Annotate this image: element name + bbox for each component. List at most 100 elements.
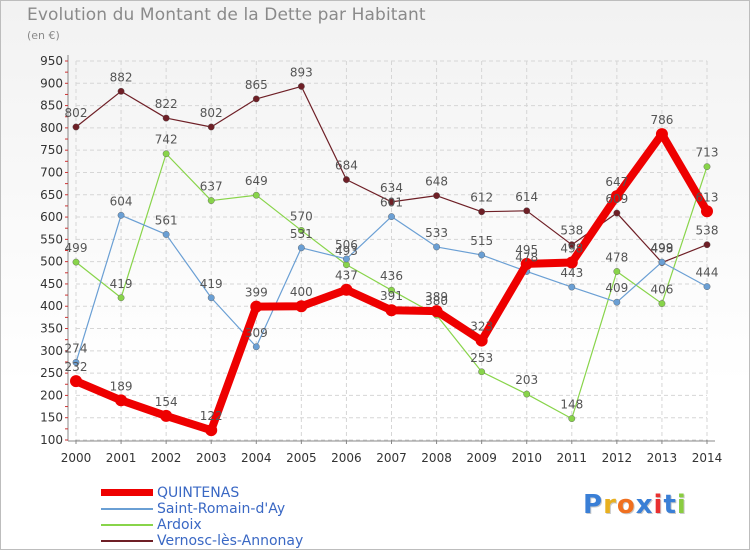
- axes: 100 150 200 250 300 350 400 450 500 550 600 650 700 7…: [40, 54, 722, 465]
- legend-swatch: [101, 540, 153, 542]
- data-point: [655, 128, 668, 141]
- data-label: 409: [605, 281, 628, 295]
- legend-swatch: [101, 508, 153, 510]
- data-label: 444: [696, 266, 719, 280]
- data-point: [703, 241, 711, 249]
- data-point: [252, 95, 260, 103]
- data-label: 609: [605, 192, 628, 206]
- data-label: 647: [605, 175, 628, 189]
- y-tick-label: 800: [40, 121, 63, 135]
- series-group: [70, 83, 713, 437]
- y-tick-label: 900: [40, 76, 63, 90]
- data-label: 309: [245, 326, 268, 340]
- legend-swatch: [101, 489, 153, 496]
- y-tick-label: 200: [40, 388, 63, 402]
- data-label: 232: [65, 360, 88, 374]
- data-label: 612: [470, 191, 493, 205]
- data-label: 499: [65, 241, 88, 255]
- y-tick-label: 150: [40, 411, 63, 425]
- data-point: [207, 294, 215, 302]
- data-label: 601: [380, 196, 403, 210]
- legend-label: Saint-Romain-d'Ay: [157, 501, 286, 517]
- data-label: 882: [110, 70, 133, 84]
- y-tick-label: 750: [40, 143, 63, 157]
- data-point: [343, 255, 350, 263]
- x-tick-label: 2009: [466, 451, 497, 465]
- data-point: [658, 258, 666, 266]
- data-label: 323: [470, 320, 493, 334]
- data-point: [250, 300, 263, 313]
- data-label: 419: [200, 277, 223, 291]
- data-point: [70, 375, 82, 388]
- y-tick-label: 350: [40, 322, 63, 336]
- data-point: [72, 359, 80, 366]
- data-point: [475, 334, 488, 347]
- data-point: [295, 300, 308, 313]
- data-label: 742: [155, 133, 178, 147]
- data-point: [160, 409, 173, 422]
- y-tick-label: 700: [40, 165, 63, 179]
- data-point: [610, 190, 623, 203]
- data-point: [252, 343, 260, 351]
- data-point: [433, 192, 440, 200]
- data-point: [252, 191, 260, 199]
- data-point: [388, 198, 395, 206]
- logo-letter: i: [653, 490, 664, 520]
- x-tick-label: 2000: [61, 451, 92, 465]
- data-point: [613, 268, 621, 275]
- data-label: 634: [380, 181, 403, 195]
- data-point: [430, 305, 443, 318]
- data-label: 400: [290, 285, 313, 299]
- data-label: 436: [380, 269, 403, 283]
- data-point: [162, 150, 170, 158]
- data-label: 493: [335, 244, 358, 258]
- data-label: 684: [335, 159, 358, 173]
- proxiti-logo: Proxiti: [583, 490, 687, 520]
- data-label: 865: [245, 78, 268, 92]
- data-label: 802: [200, 106, 223, 120]
- data-point: [117, 294, 125, 302]
- data-point: [433, 243, 440, 251]
- logo-letter: t: [663, 490, 677, 520]
- data-point: [478, 368, 486, 376]
- data-label: 893: [290, 65, 313, 79]
- x-tick-label: 2003: [196, 451, 227, 465]
- data-label: 419: [110, 277, 133, 291]
- data-point: [703, 283, 711, 291]
- data-point: [613, 298, 621, 306]
- data-point: [568, 241, 576, 249]
- data-point: [117, 211, 125, 219]
- data-point: [388, 286, 395, 294]
- data-label: 614: [515, 190, 538, 204]
- y-tick-label: 250: [40, 366, 63, 380]
- y-tick-label: 500: [40, 255, 63, 269]
- x-tick-label: 2010: [511, 451, 542, 465]
- data-label: 613: [696, 190, 719, 204]
- data-label: 380: [425, 294, 448, 308]
- x-tick-label: 2014: [692, 451, 723, 465]
- y-tick-label: 650: [40, 188, 63, 202]
- logo-letter: o: [616, 490, 636, 520]
- x-tick-label: 2002: [151, 451, 182, 465]
- data-label: 515: [470, 234, 493, 248]
- data-point: [297, 244, 305, 252]
- data-label: 437: [335, 269, 358, 283]
- data-label: 478: [605, 250, 628, 264]
- data-point: [207, 123, 215, 131]
- data-point: [613, 209, 621, 217]
- y-tick-label: 950: [40, 54, 63, 68]
- data-point: [297, 83, 305, 90]
- data-label: 604: [110, 194, 133, 208]
- y-tick-label: 450: [40, 277, 63, 291]
- data-label: 274: [65, 341, 88, 355]
- data-label: 189: [110, 379, 133, 393]
- data-label: 122: [200, 409, 223, 423]
- data-point: [117, 87, 125, 95]
- data-label: 498: [650, 242, 673, 256]
- x-tick-label: 2006: [331, 451, 362, 465]
- legend-swatch: [101, 524, 153, 526]
- logo-letter: i: [676, 490, 687, 520]
- data-label: 802: [65, 106, 88, 120]
- data-point: [565, 256, 578, 269]
